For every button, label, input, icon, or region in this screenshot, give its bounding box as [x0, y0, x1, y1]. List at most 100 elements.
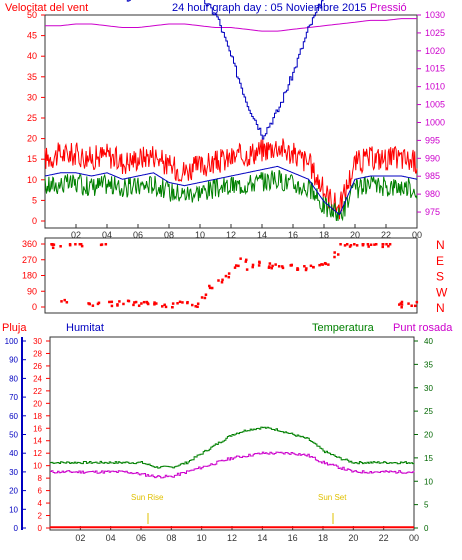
direction-point — [381, 243, 385, 246]
pressure-y-tick-label: 1010 — [425, 82, 445, 92]
direction-point — [217, 279, 220, 282]
direction-point — [51, 243, 54, 247]
humitat-y-tick-label: 8 — [38, 474, 43, 483]
wind-y-tick-label: 40 — [27, 51, 37, 61]
pluja-y-tick-label: 20 — [9, 487, 18, 496]
humitat-y-tick-label: 4 — [38, 499, 43, 508]
direction-point — [234, 264, 238, 267]
direction-point — [373, 243, 376, 246]
direction-point — [281, 265, 284, 268]
wind-series — [44, 18, 418, 222]
weather-x-tick-label: 02 — [75, 533, 85, 543]
direction-point — [415, 300, 419, 304]
pressure-y-tick-label: 1030 — [425, 10, 445, 20]
direction-point — [251, 263, 255, 267]
humitat-y-tick-label: 20 — [33, 399, 42, 408]
direction-point — [59, 245, 62, 248]
direction-point — [413, 304, 417, 308]
direction-point — [220, 280, 224, 284]
direction-point — [210, 286, 214, 290]
compass-label: N — [436, 238, 445, 252]
direction-point — [122, 302, 125, 306]
wind-x-tick-label: 00 — [412, 230, 422, 240]
direction-point — [367, 245, 370, 248]
pluja-y-tick-label: 10 — [9, 505, 18, 514]
direction-point — [398, 303, 401, 306]
direction-y-tick-label: 360 — [22, 239, 37, 249]
direction-point — [257, 264, 261, 267]
weather-x-tick-label: 10 — [197, 533, 207, 543]
direction-point — [343, 244, 347, 247]
direction-point — [239, 257, 242, 260]
direction-point — [245, 258, 248, 262]
direction-point — [133, 301, 136, 304]
direction-point — [385, 243, 388, 246]
direction-point — [176, 302, 179, 305]
direction-point — [309, 264, 313, 268]
pluja-y-tick-label: 0 — [14, 524, 19, 533]
direction-point — [387, 244, 390, 248]
weather-x-tick-label: 14 — [257, 533, 267, 543]
direction-point — [134, 300, 138, 304]
wind-panel-frame — [44, 14, 418, 229]
humitat-y-tick-label: 18 — [33, 412, 42, 421]
humitat-line — [126, 0, 324, 140]
direction-point — [79, 243, 83, 246]
direction-point — [91, 304, 95, 307]
weather-x-tick-label: 08 — [166, 533, 176, 543]
compass-label: W — [436, 285, 448, 299]
direction-point — [305, 267, 308, 270]
direction-point — [60, 300, 63, 303]
wind-y-tick-label: 15 — [27, 154, 37, 164]
wind-x-tick-label: 22 — [381, 230, 391, 240]
rain-label: Pluja — [2, 322, 27, 334]
wind-x-tick-label: 16 — [288, 230, 298, 240]
direction-axes: 0 N 90 W 180 S 270 E 360 N — [22, 238, 448, 315]
pressure-y-tick-label: 1025 — [425, 28, 445, 38]
direction-point — [221, 278, 224, 282]
chart-title: 24 hour graph day : 05 Noviembre 2015 — [172, 2, 366, 14]
humitat-y-tick-label: 30 — [33, 337, 42, 346]
temperatura-y-tick-label: 35 — [424, 360, 433, 369]
direction-point — [245, 268, 249, 271]
weather-panel-frame — [49, 336, 415, 531]
direction-point — [137, 304, 141, 307]
wind-x-tick-label: 02 — [71, 230, 81, 240]
direction-point — [281, 266, 285, 270]
direction-point — [400, 303, 404, 306]
direction-point — [196, 305, 199, 309]
direction-point — [362, 243, 365, 246]
pressure-y-tick-label: 1015 — [425, 64, 445, 74]
weather-series — [50, 0, 415, 529]
direction-point — [333, 251, 336, 254]
pluja-y-tick-label: 100 — [5, 337, 19, 346]
wind-x-tick-label: 14 — [257, 230, 267, 240]
direction-point — [296, 268, 299, 271]
direction-point — [336, 253, 340, 256]
pressure-y-tick-label: 975 — [425, 207, 440, 217]
direction-point — [191, 303, 194, 307]
direction-point — [320, 263, 323, 266]
temperatura-y-tick-label: 25 — [424, 407, 433, 416]
direction-point — [208, 286, 212, 290]
weather-x-tick-label: 18 — [318, 533, 328, 543]
direction-point — [258, 261, 261, 264]
direction-point — [366, 243, 370, 246]
direction-y-tick-label: 180 — [22, 271, 37, 281]
temperatura-line — [50, 426, 415, 469]
direction-point — [171, 306, 174, 309]
wind-speed-line — [44, 165, 418, 216]
temperatura-y-tick-label: 0 — [424, 524, 429, 533]
direction-point — [400, 306, 403, 309]
pressure-y-tick-label: 1020 — [425, 46, 445, 56]
weather-x-tick-label: 00 — [409, 533, 419, 543]
direction-point — [164, 305, 168, 309]
weather-x-tick-label: 04 — [106, 533, 116, 543]
direction-point — [318, 263, 321, 267]
wind-average-line — [44, 169, 418, 222]
pluja-y-tick-label: 50 — [9, 431, 18, 440]
weather-x-tick-label: 12 — [227, 533, 237, 543]
weather-x-tick-label: 22 — [379, 533, 389, 543]
humitat-y-tick-label: 12 — [33, 449, 42, 458]
